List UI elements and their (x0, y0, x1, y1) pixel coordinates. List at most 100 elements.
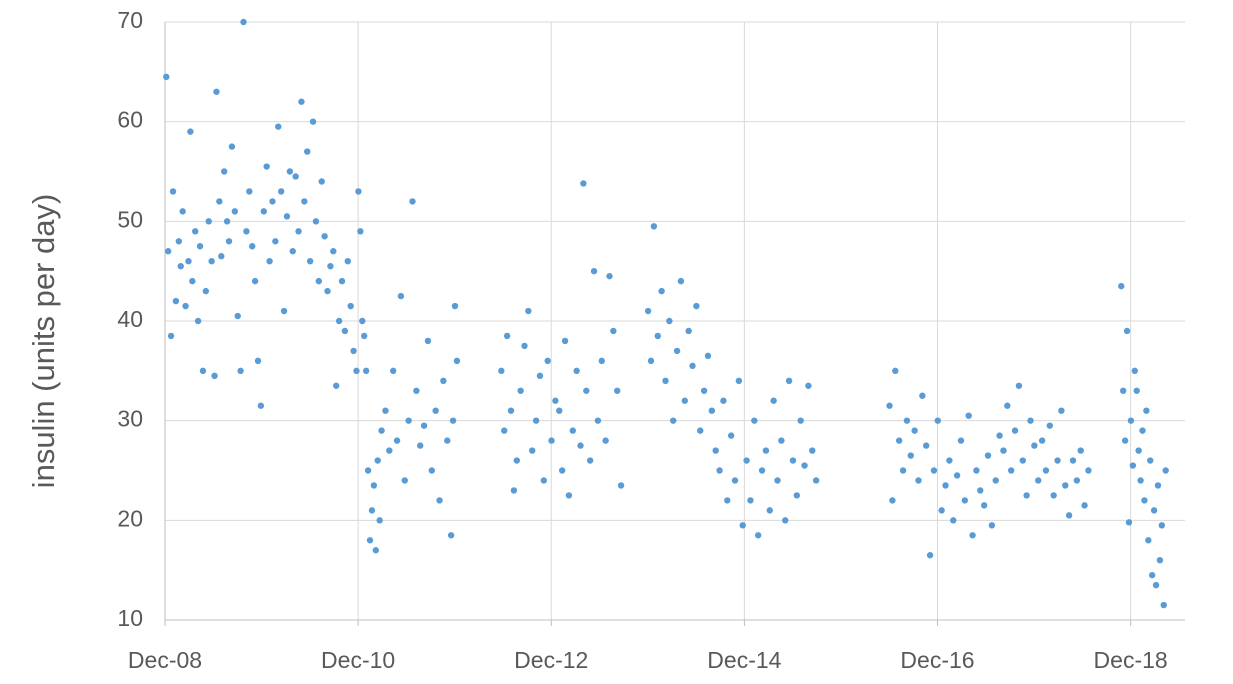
point (996, 432, 1003, 439)
point (409, 198, 416, 205)
point (213, 88, 220, 95)
point (357, 228, 364, 235)
point (498, 367, 505, 375)
point (1139, 427, 1146, 434)
point (670, 417, 677, 424)
point (501, 427, 508, 434)
point (366, 537, 374, 544)
point (382, 407, 389, 414)
point (503, 332, 511, 340)
point (1007, 467, 1015, 474)
point (295, 228, 302, 235)
point (1154, 482, 1162, 489)
point (220, 168, 228, 175)
point (782, 517, 789, 524)
x-tick-label: Dec-14 (707, 647, 781, 673)
point (335, 317, 343, 325)
point (211, 372, 218, 380)
x-tick-label: Dec-12 (514, 647, 588, 673)
point (182, 302, 189, 310)
point (697, 427, 704, 434)
point (647, 357, 655, 365)
point (536, 372, 544, 380)
point (164, 248, 172, 255)
point (1123, 327, 1131, 335)
x-tick-label: Dec-08 (128, 647, 202, 673)
point (708, 407, 716, 414)
point (304, 148, 311, 155)
point (199, 367, 207, 375)
point (1042, 467, 1050, 474)
point (720, 397, 727, 404)
point (565, 492, 573, 499)
point (260, 208, 267, 215)
point (969, 532, 976, 539)
point (424, 337, 432, 345)
point (324, 287, 331, 295)
point (172, 297, 180, 305)
point (685, 327, 692, 335)
point (946, 457, 953, 464)
point (1077, 447, 1084, 454)
point (187, 128, 194, 135)
point (1035, 477, 1042, 484)
point (507, 407, 515, 414)
point (677, 277, 685, 285)
point (770, 397, 777, 404)
point (544, 357, 551, 365)
point (731, 477, 739, 484)
point (315, 277, 323, 285)
point (1050, 492, 1057, 499)
point (899, 467, 907, 474)
point (797, 417, 804, 424)
point (444, 437, 451, 444)
point (350, 347, 357, 355)
point (251, 277, 259, 285)
point (926, 552, 934, 559)
point (393, 437, 401, 444)
point (1027, 417, 1034, 424)
point (338, 277, 346, 285)
point (1046, 422, 1054, 429)
point (988, 522, 996, 529)
point (306, 258, 314, 265)
point (789, 457, 797, 464)
point (942, 482, 949, 489)
point (915, 477, 922, 484)
point (364, 467, 372, 474)
point (192, 228, 199, 235)
point (903, 417, 911, 424)
point (254, 357, 262, 365)
point (1118, 282, 1125, 290)
point (606, 272, 613, 280)
point (359, 317, 366, 325)
point (525, 307, 532, 315)
point (961, 497, 969, 504)
point (451, 302, 459, 310)
point (378, 427, 385, 434)
point (432, 407, 439, 414)
point (420, 422, 428, 429)
point (977, 487, 984, 494)
point (243, 228, 250, 235)
point (353, 367, 360, 375)
point (447, 532, 455, 539)
point (594, 417, 602, 424)
point (1131, 367, 1138, 375)
point (405, 417, 412, 424)
point (341, 327, 349, 335)
point (327, 262, 334, 270)
point (704, 352, 712, 360)
point (370, 482, 378, 489)
point (801, 462, 808, 469)
point (1081, 502, 1088, 509)
point (1058, 407, 1065, 414)
point (1000, 447, 1007, 454)
point (248, 243, 256, 250)
point (617, 482, 625, 489)
point (1129, 462, 1137, 469)
point (167, 332, 175, 340)
point (280, 307, 288, 315)
point (957, 437, 965, 444)
point (292, 173, 299, 180)
